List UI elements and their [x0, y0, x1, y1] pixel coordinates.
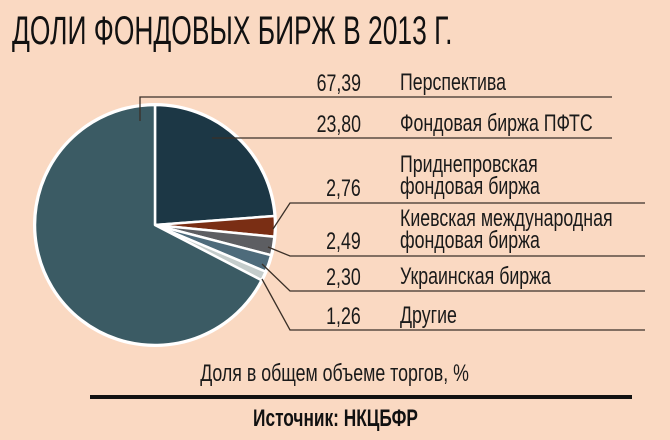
- legend-value-other: 1,26: [326, 303, 361, 330]
- leader-line-perspektiva: [139, 96, 612, 121]
- legend-label-kiev: Киевская международная фондовая биржа: [400, 205, 613, 254]
- legend-label-pridnepr: Приднепровская фондовая биржа: [400, 151, 540, 200]
- legend-label-perspektiva: Перспектива: [400, 69, 507, 96]
- leader-line-kiev: [267, 246, 645, 257]
- legend-value-pridnepr: 2,76: [326, 175, 361, 202]
- legend-label-other: Другие: [400, 302, 457, 329]
- leader-line-pridnepr: [272, 202, 645, 230]
- leader-line-other: [261, 278, 645, 331]
- divider-rule: [90, 395, 632, 399]
- legend-value-ukr: 2,30: [326, 264, 361, 291]
- legend-label-pfts: Фондовая биржа ПФТС: [400, 110, 593, 137]
- legend-value-kiev: 2,49: [326, 228, 361, 255]
- chart-subtitle: Доля в общем объеме торгов, %: [200, 360, 470, 387]
- pie-slice-pfts: [153, 103, 276, 227]
- legend-value-perspektiva: 67,39: [316, 70, 361, 97]
- chart-title: ДОЛИ ФОНДОВЫХ БИРЖ В 2013 Г.: [12, 9, 453, 53]
- source-note: Источник: НКЦБФР: [252, 405, 418, 432]
- legend-label-ukr: Украинская биржа: [400, 263, 551, 290]
- leader-line-ukr: [261, 263, 645, 292]
- leader-lines: [139, 96, 645, 331]
- pie-slice-perspektiva: [33, 103, 263, 347]
- pie-slices: [33, 103, 277, 347]
- legend-value-pfts: 23,80: [316, 111, 361, 138]
